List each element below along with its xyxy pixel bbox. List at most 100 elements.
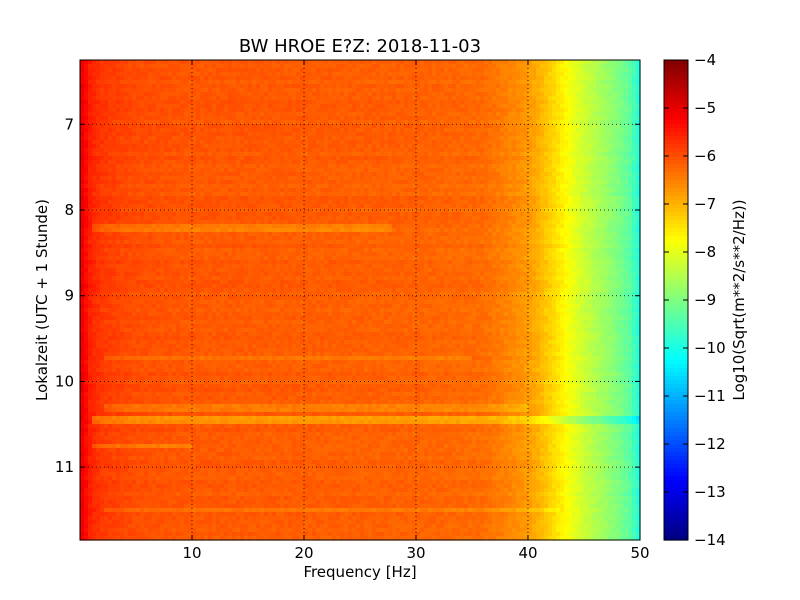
heatmap-cell bbox=[500, 124, 505, 129]
heatmap-cell bbox=[440, 136, 445, 141]
heatmap-cell bbox=[232, 84, 237, 89]
heatmap-cell bbox=[92, 140, 97, 145]
heatmap-cell bbox=[184, 108, 189, 113]
heatmap-cell bbox=[240, 156, 245, 161]
heatmap-cell bbox=[608, 152, 613, 157]
heatmap-cell bbox=[336, 160, 341, 165]
heatmap-cell bbox=[560, 76, 565, 81]
heatmap-cell bbox=[240, 108, 245, 113]
heatmap-cell bbox=[404, 160, 409, 165]
heatmap-cell bbox=[572, 180, 577, 185]
heatmap-cell bbox=[600, 148, 605, 153]
heatmap-cell bbox=[604, 100, 609, 105]
heatmap-cell bbox=[448, 124, 453, 129]
heatmap-cell bbox=[572, 92, 577, 97]
heatmap-cell bbox=[264, 64, 269, 69]
heatmap-cell bbox=[392, 68, 397, 73]
heatmap-cell bbox=[184, 196, 189, 201]
heatmap-cell bbox=[216, 132, 221, 137]
heatmap-cell bbox=[584, 92, 589, 97]
heatmap-cell bbox=[308, 124, 313, 129]
heatmap-cell bbox=[192, 96, 197, 101]
heatmap-cell bbox=[84, 112, 89, 117]
heatmap-cell bbox=[416, 92, 421, 97]
heatmap-cell bbox=[580, 64, 585, 69]
heatmap-cell bbox=[248, 120, 253, 125]
heatmap-cell bbox=[512, 148, 517, 153]
heatmap-cell bbox=[636, 180, 641, 185]
heatmap-cell bbox=[284, 72, 289, 77]
heatmap-cell bbox=[144, 188, 149, 193]
heatmap-cell bbox=[528, 180, 533, 185]
heatmap-cell bbox=[628, 132, 633, 137]
heatmap-cell bbox=[436, 80, 441, 85]
heatmap-cell bbox=[440, 124, 445, 129]
heatmap-cell bbox=[524, 136, 529, 141]
heatmap-cell bbox=[260, 76, 265, 81]
heatmap-cell bbox=[148, 184, 153, 189]
heatmap-cell bbox=[216, 200, 221, 205]
heatmap-cell bbox=[92, 72, 97, 77]
heatmap-cell bbox=[292, 120, 297, 125]
heatmap-cell bbox=[464, 124, 469, 129]
heatmap-cell bbox=[472, 152, 477, 157]
heatmap-cell bbox=[268, 152, 273, 157]
heatmap-cell bbox=[428, 168, 433, 173]
heatmap-cell bbox=[544, 172, 549, 177]
heatmap-cell bbox=[252, 76, 257, 81]
heatmap-cell bbox=[84, 156, 89, 161]
heatmap-cell bbox=[584, 156, 589, 161]
heatmap-cell bbox=[468, 144, 473, 149]
heatmap-cell bbox=[552, 196, 557, 201]
heatmap-cell bbox=[584, 64, 589, 69]
heatmap-cell bbox=[216, 64, 221, 69]
heatmap-cell bbox=[280, 80, 285, 85]
heatmap-cell bbox=[296, 132, 301, 137]
heatmap-cell bbox=[228, 152, 233, 157]
heatmap-cell bbox=[408, 160, 413, 165]
heatmap-cell bbox=[592, 72, 597, 77]
heatmap-cell bbox=[412, 160, 417, 165]
heatmap-cell bbox=[132, 60, 137, 65]
heatmap-cell bbox=[348, 164, 353, 169]
heatmap-cell bbox=[484, 108, 489, 113]
heatmap-cell bbox=[128, 80, 133, 85]
heatmap-cell bbox=[168, 80, 173, 85]
heatmap-cell bbox=[352, 144, 357, 149]
heatmap-cell bbox=[472, 60, 477, 65]
heatmap-cell bbox=[176, 128, 181, 133]
heatmap-cell bbox=[272, 128, 277, 133]
heatmap-cell bbox=[568, 164, 573, 169]
heatmap-cell bbox=[392, 112, 397, 117]
heatmap-cell bbox=[268, 164, 273, 169]
heatmap-cell bbox=[244, 172, 249, 177]
heatmap-cell bbox=[596, 60, 601, 65]
heatmap-cell bbox=[320, 72, 325, 77]
heatmap-cell bbox=[384, 148, 389, 153]
heatmap-cell bbox=[276, 84, 281, 89]
heatmap-cell bbox=[132, 136, 137, 141]
heatmap-cell bbox=[588, 152, 593, 157]
heatmap-cell bbox=[112, 188, 117, 193]
heatmap-cell bbox=[160, 184, 165, 189]
heatmap-cell bbox=[448, 100, 453, 105]
heatmap-cell bbox=[100, 120, 105, 125]
heatmap-cell bbox=[212, 76, 217, 81]
heatmap-cell bbox=[376, 100, 381, 105]
heatmap-cell bbox=[380, 100, 385, 105]
heatmap-cell bbox=[400, 136, 405, 141]
heatmap-cell bbox=[512, 88, 517, 93]
heatmap-cell bbox=[524, 160, 529, 165]
heatmap-cell bbox=[492, 180, 497, 185]
heatmap-cell bbox=[304, 124, 309, 129]
heatmap-cell bbox=[556, 148, 561, 153]
heatmap-cell bbox=[148, 80, 153, 85]
heatmap-cell bbox=[228, 132, 233, 137]
heatmap-cell bbox=[224, 144, 229, 149]
heatmap-cell bbox=[424, 76, 429, 81]
heatmap-cell bbox=[420, 84, 425, 89]
heatmap-cell bbox=[364, 120, 369, 125]
heatmap-cell bbox=[512, 92, 517, 97]
heatmap-cell bbox=[544, 168, 549, 173]
heatmap-cell bbox=[288, 136, 293, 141]
